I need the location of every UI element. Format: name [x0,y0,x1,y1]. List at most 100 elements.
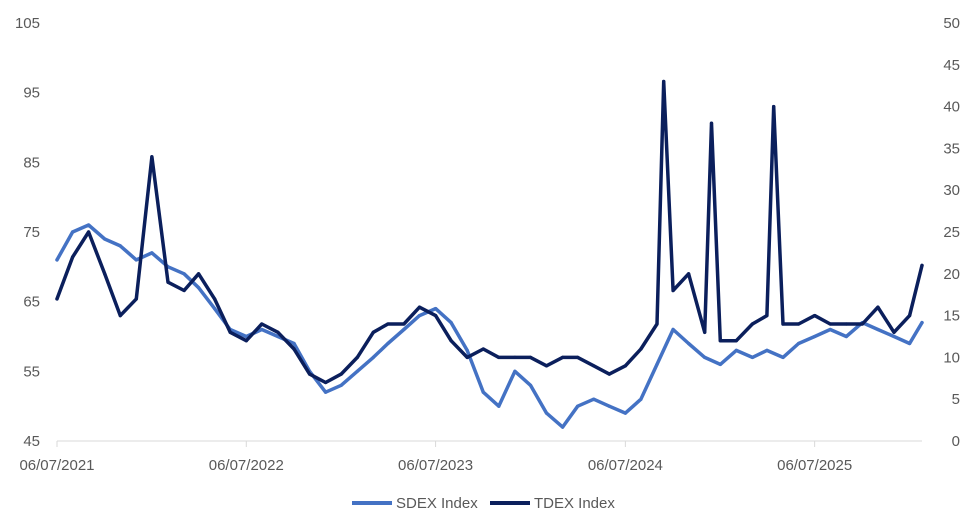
tdex-index-point [750,322,755,326]
sdex-index-point [920,321,924,325]
tdex-index-point [623,364,628,368]
sdex-index-point [623,411,628,415]
tdex-index-point [386,322,390,326]
sdex-index-point [908,341,912,346]
legend-label-sdex-index: SDEX Index [396,495,478,512]
y-left-tick-label: 105 [15,15,40,32]
tdex-index-point [561,355,565,359]
x-tick-labels: 06/07/2021 06/07/2022 06/07/2023 06/07/2024… [19,441,852,474]
tdex-index-point [592,364,596,368]
sdex-index-point [339,383,343,387]
y-right-tick-label: 35 [943,140,960,157]
tdex-index-point [71,255,75,259]
tdex-index-point [860,322,865,326]
x-tick-label: 06/07/2022 [209,457,284,474]
tdex-index-point [639,347,643,351]
tdex-index-point [497,355,501,359]
series-lines [55,79,924,429]
sdex-index-point [103,237,107,241]
tdex-index-point [134,297,138,301]
sdex-index-point [324,390,328,394]
y-right-tick-label: 45 [943,57,960,74]
x-tick-label: 06/07/2024 [588,457,663,474]
tdex-index-point [244,339,248,343]
sdex-index-point [465,348,469,352]
sdex-index-point [639,397,643,401]
tdex-index-point [324,380,328,385]
sdex-index-point [844,334,848,339]
tdex-index-point [797,322,801,326]
legend-label-tdex-index: TDEX Index [534,495,615,512]
sdex-index-point [417,314,422,318]
sdex-index-point [118,244,122,248]
tdex-index-point [544,364,549,368]
y-left-tick-label: 95 [23,85,40,102]
tdex-index-point [402,322,406,326]
tdex-index-point [718,339,722,343]
sdex-index-point [87,223,91,227]
tdex-index-point [671,288,675,293]
sdex-index-line [55,223,924,429]
tdex-index-point [772,105,776,109]
y-left-tick-label: 75 [23,224,40,241]
tdex-index-point [528,355,533,359]
sdex-index-point [55,258,59,262]
tdex-index-point [355,355,359,359]
sdex-index-point [561,425,565,429]
y-right-tick-label: 20 [943,266,960,283]
sdex-index-point [750,355,755,359]
sdex-index-point [781,355,785,359]
sdex-index-point [576,404,580,408]
sdex-index-point [813,334,817,339]
tdex-index-point [920,263,924,267]
y-right-tick-label: 0 [952,433,960,450]
tdex-index-point [449,339,453,343]
sdex-index-point [371,355,375,359]
y-right-tick-labels: 0 5 10 15 20 25 30 35 40 45 50 [943,15,960,450]
tdex-index-point [892,330,896,334]
sdex-index-point [402,327,406,332]
tdex-index-point [734,339,738,343]
tdex-index-point [228,330,232,334]
tdex-index-point [781,322,785,326]
sdex-index-point [765,348,769,352]
y-right-tick-label: 40 [943,99,960,116]
y-right-tick-label: 15 [943,308,960,325]
y-right-tick-label: 10 [943,349,960,366]
tdex-index-point [417,305,422,309]
tdex-index-line [55,79,924,385]
sdex-index-point [71,230,75,234]
tdex-index-point [765,314,769,318]
y-left-tick-label: 55 [23,363,40,380]
sdex-index-point [592,397,596,401]
tdex-index-point [513,355,517,359]
tdex-index-point [339,372,343,376]
sdex-index-point [797,341,801,346]
sdex-index-point [513,369,517,373]
sdex-index-point [386,341,390,346]
tdex-index-point [481,347,485,351]
y-right-tick-label: 25 [943,224,960,241]
sdex-index-point [876,327,880,332]
sdex-index-point [687,341,691,346]
sdex-index-point [449,321,453,325]
y-right-tick-label: 30 [943,182,960,199]
tdex-index-point [166,280,170,284]
sdex-index-point [497,404,501,408]
x-tick-label: 06/07/2025 [777,457,852,474]
tdex-index-point [465,355,469,359]
tdex-index-point [213,297,217,301]
tdex-index-point [908,314,912,318]
tdex-index-point [197,272,201,276]
sdex-index-point [434,307,438,311]
y-left-tick-labels: 45 55 65 75 85 95 105 [15,15,40,450]
sdex-index-point [260,327,264,332]
sdex-index-point [481,390,485,394]
sdex-index-point [655,362,659,366]
tdex-index-point [703,330,707,334]
tdex-index-point [276,330,280,334]
sdex-index-point [197,286,201,290]
tdex-index-point [308,372,312,376]
x-tick-label: 06/07/2021 [19,457,94,474]
